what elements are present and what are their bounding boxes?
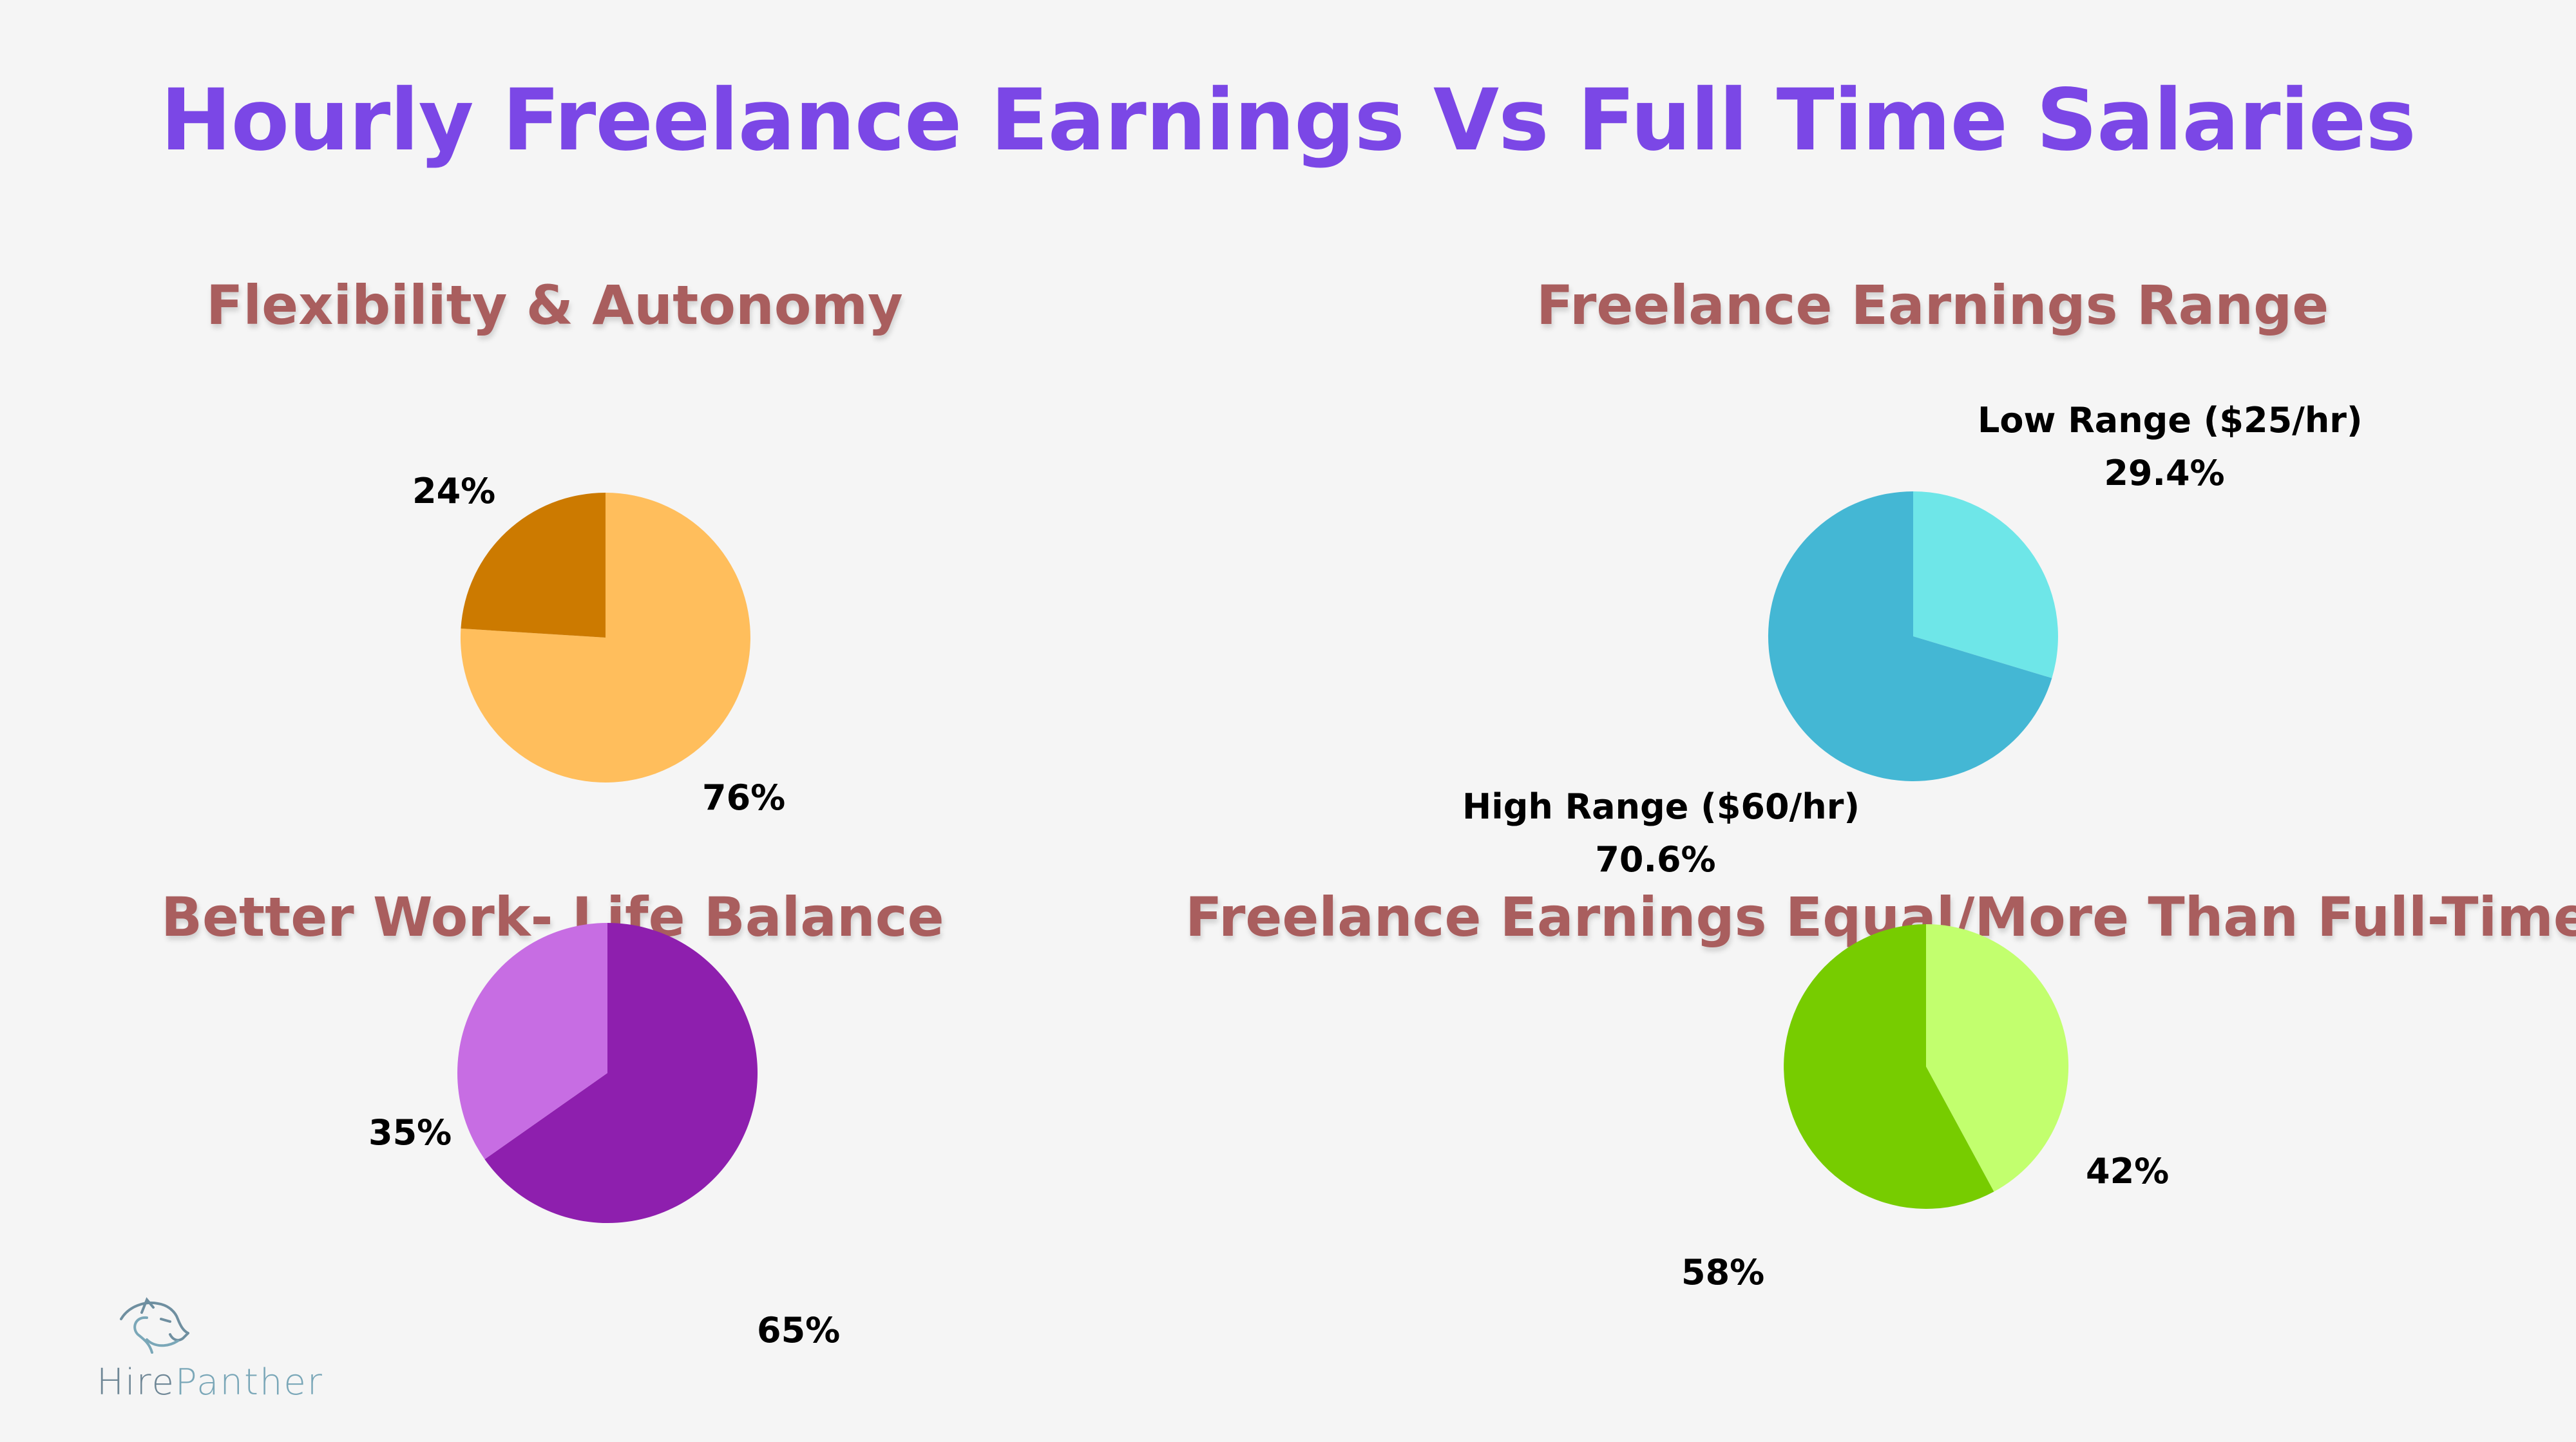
earnings-range-low-label: Low Range ($25/hr) 29.4% bbox=[1978, 394, 2363, 500]
low-range-text: Low Range ($25/hr) bbox=[1978, 400, 2363, 441]
equal-more-label-major: 58% bbox=[1681, 1252, 1765, 1293]
flexibility-label-major: 76% bbox=[702, 777, 786, 818]
flexibility-label-minor: 24% bbox=[412, 471, 496, 511]
work-life-pie bbox=[457, 923, 758, 1223]
work-life-slice-major bbox=[484, 923, 758, 1223]
earnings-range-pie bbox=[1768, 491, 2058, 781]
flexibility-title: Flexibility & Autonomy bbox=[206, 274, 903, 337]
low-range-value: 29.4% bbox=[2104, 453, 2225, 493]
earnings-range-slice-low bbox=[1913, 491, 2058, 678]
earnings-range-slice-high bbox=[1768, 491, 2052, 781]
work-life-label-minor: 35% bbox=[368, 1112, 452, 1153]
flexibility-pie bbox=[460, 493, 750, 783]
work-life-label-major: 65% bbox=[757, 1310, 841, 1351]
high-range-text: High Range ($60/hr) bbox=[1462, 786, 1860, 827]
equal-more-slice-major bbox=[1784, 924, 1994, 1209]
logo-text: HirePanther bbox=[97, 1361, 322, 1403]
hirepanther-logo: HirePanther bbox=[97, 1295, 322, 1403]
flexibility-slice-major bbox=[460, 493, 750, 783]
logo-text-panther: Panther bbox=[175, 1361, 323, 1403]
panther-head-icon bbox=[120, 1297, 189, 1354]
earnings-range-high-label: High Range ($60/hr) 70.6% bbox=[1462, 781, 1860, 886]
equal-more-slice-minor bbox=[1926, 924, 2069, 1192]
work-life-slice-minor bbox=[457, 923, 607, 1159]
main-title: Hourly Freelance Earnings Vs Full Time S… bbox=[160, 71, 2416, 170]
logo-text-hire: Hire bbox=[97, 1361, 175, 1403]
equal-more-label-minor: 42% bbox=[2086, 1151, 2170, 1191]
earnings-range-title: Freelance Earnings Range bbox=[1536, 274, 2329, 337]
high-range-value: 70.6% bbox=[1595, 839, 1716, 880]
equal-more-pie bbox=[1784, 924, 2069, 1209]
flexibility-slice-minor bbox=[461, 493, 606, 638]
